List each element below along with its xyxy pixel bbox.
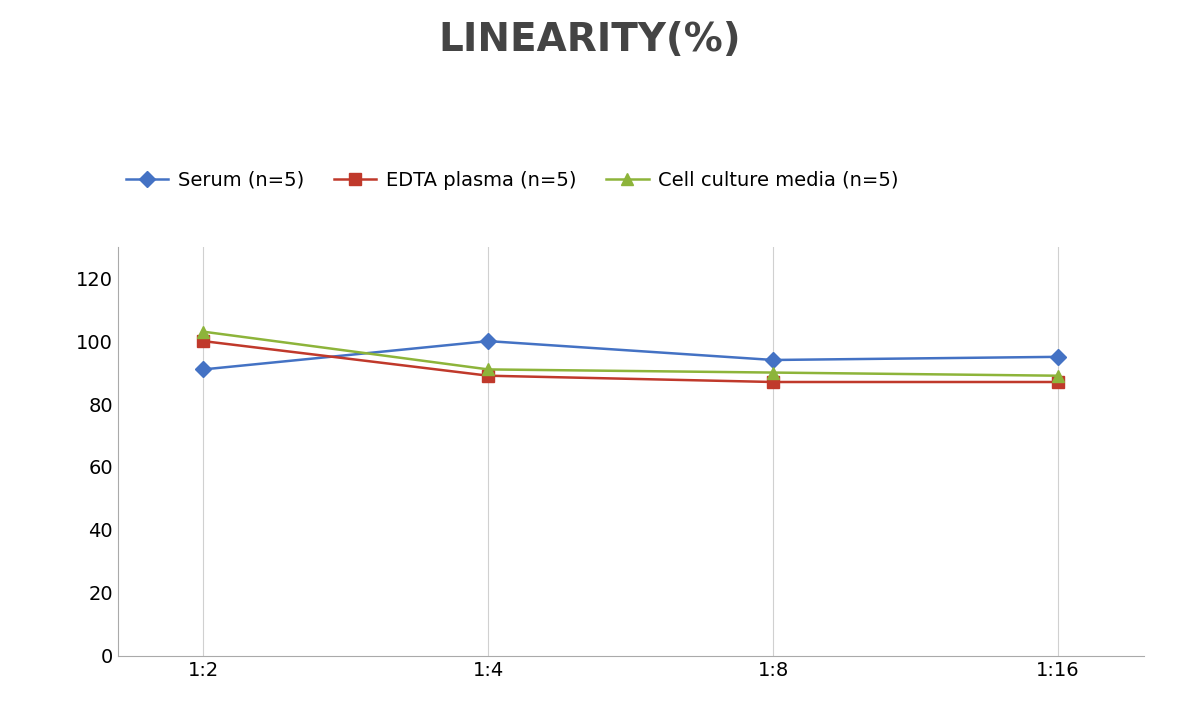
Cell culture media (n=5)	[196, 327, 210, 336]
EDTA plasma (n=5)	[481, 372, 495, 380]
Cell culture media (n=5)	[481, 365, 495, 374]
Line: Cell culture media (n=5): Cell culture media (n=5)	[198, 326, 1063, 381]
Serum (n=5)	[1052, 352, 1066, 361]
Cell culture media (n=5)	[1052, 372, 1066, 380]
Legend: Serum (n=5), EDTA plasma (n=5), Cell culture media (n=5): Serum (n=5), EDTA plasma (n=5), Cell cul…	[118, 163, 907, 197]
Serum (n=5)	[766, 356, 780, 364]
Line: EDTA plasma (n=5): EDTA plasma (n=5)	[198, 336, 1063, 388]
Text: LINEARITY(%): LINEARITY(%)	[439, 21, 740, 59]
Line: Serum (n=5): Serum (n=5)	[198, 336, 1063, 375]
EDTA plasma (n=5)	[766, 378, 780, 386]
EDTA plasma (n=5)	[196, 337, 210, 345]
Serum (n=5)	[196, 365, 210, 374]
EDTA plasma (n=5)	[1052, 378, 1066, 386]
Serum (n=5)	[481, 337, 495, 345]
Cell culture media (n=5)	[766, 368, 780, 376]
